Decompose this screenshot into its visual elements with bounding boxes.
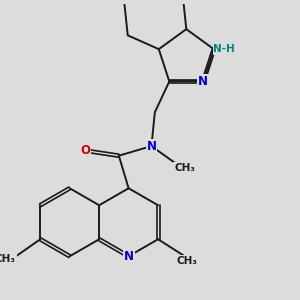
Text: CH₃: CH₃ xyxy=(176,256,197,266)
Text: N: N xyxy=(198,75,208,88)
Text: N-H: N-H xyxy=(213,44,235,54)
Text: CH₃: CH₃ xyxy=(174,163,195,173)
Text: CH₃: CH₃ xyxy=(0,254,16,264)
Text: N: N xyxy=(124,250,134,263)
Text: N: N xyxy=(146,140,156,153)
Text: O: O xyxy=(80,144,90,157)
